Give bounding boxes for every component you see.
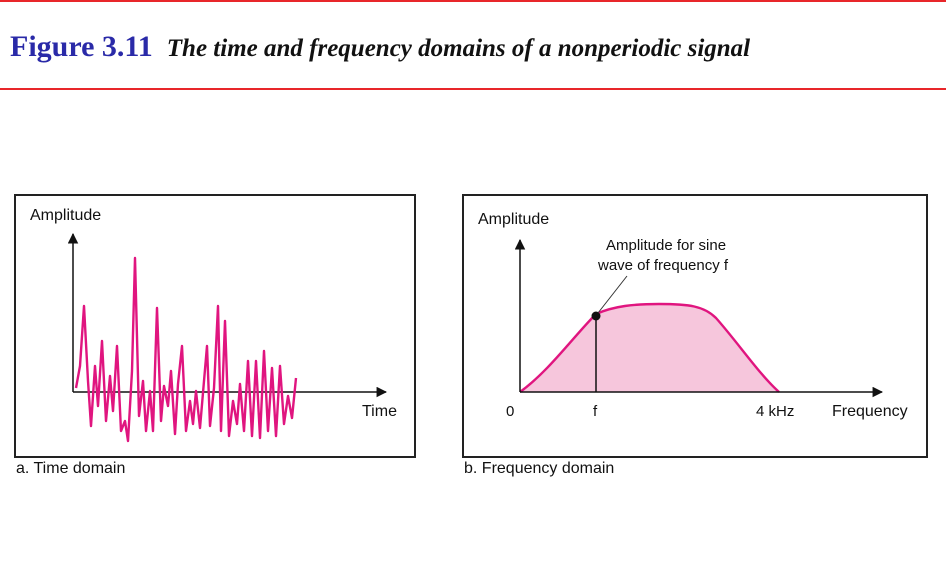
time-y-axis-label: Amplitude xyxy=(30,207,101,224)
figure-number: Figure 3.11 xyxy=(10,30,153,63)
time-domain-panel: Amplitude Time xyxy=(14,194,416,458)
figure-caption: The time and frequency domains of a nonp… xyxy=(166,35,751,62)
frequency-y-axis-label: Amplitude xyxy=(478,211,549,228)
frequency-x-axis-label: Frequency xyxy=(832,403,908,420)
tick-label-f: f xyxy=(593,403,598,420)
frequency-spectrum-curve xyxy=(519,302,780,393)
frequency-domain-caption: b. Frequency domain xyxy=(464,460,615,477)
time-signal-waveform xyxy=(74,256,298,443)
tick-label-zero: 0 xyxy=(506,403,514,420)
time-domain-diagram: Amplitude Time xyxy=(30,207,397,443)
time-domain-caption: a. Time domain xyxy=(16,460,126,477)
frequency-domain-diagram: Amplitude Amplitude for sine wave of fre… xyxy=(478,211,908,420)
annotation-text-line2: wave of frequency f xyxy=(597,257,729,274)
time-x-axis-label: Time xyxy=(362,403,397,420)
bottom-rule xyxy=(0,88,946,90)
frequency-domain-panel: Amplitude Amplitude for sine wave of fre… xyxy=(462,194,928,458)
top-rule xyxy=(0,0,946,2)
figure-title: Figure 3.11 The time and frequency domain… xyxy=(10,30,750,64)
annotation-text-line1: Amplitude for sine xyxy=(606,237,726,254)
frequency-f-marker-dot xyxy=(591,311,601,321)
annotation-leader-line xyxy=(597,275,628,314)
tick-label-4khz: 4 kHz xyxy=(756,403,794,420)
